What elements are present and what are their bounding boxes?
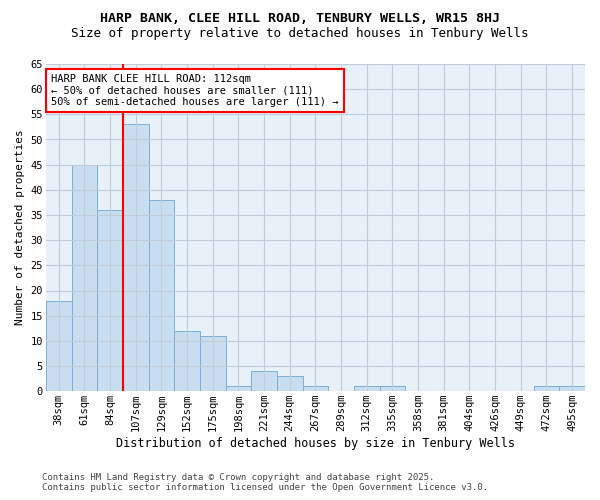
Text: Contains HM Land Registry data © Crown copyright and database right 2025.
Contai: Contains HM Land Registry data © Crown c… <box>42 473 488 492</box>
Text: HARP BANK CLEE HILL ROAD: 112sqm
← 50% of detached houses are smaller (111)
50% : HARP BANK CLEE HILL ROAD: 112sqm ← 50% o… <box>51 74 339 107</box>
Text: HARP BANK, CLEE HILL ROAD, TENBURY WELLS, WR15 8HJ: HARP BANK, CLEE HILL ROAD, TENBURY WELLS… <box>100 12 500 26</box>
Bar <box>559 386 585 391</box>
Bar <box>380 386 405 391</box>
Bar <box>149 200 174 391</box>
Bar <box>277 376 302 391</box>
Bar <box>123 124 149 391</box>
Bar <box>71 164 97 391</box>
Bar <box>354 386 380 391</box>
Bar <box>200 336 226 391</box>
Bar <box>302 386 328 391</box>
Bar <box>533 386 559 391</box>
Y-axis label: Number of detached properties: Number of detached properties <box>15 130 25 326</box>
Bar <box>97 210 123 391</box>
Bar <box>46 300 71 391</box>
Text: Size of property relative to detached houses in Tenbury Wells: Size of property relative to detached ho… <box>71 28 529 40</box>
X-axis label: Distribution of detached houses by size in Tenbury Wells: Distribution of detached houses by size … <box>116 437 515 450</box>
Bar <box>174 331 200 391</box>
Bar <box>251 371 277 391</box>
Bar <box>226 386 251 391</box>
